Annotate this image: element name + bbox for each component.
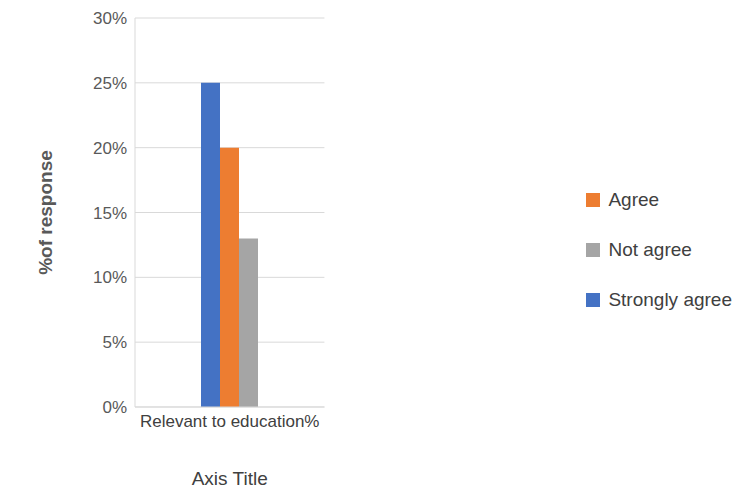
svg-text:15%: 15% — [93, 204, 127, 223]
svg-text:%of response: %of response — [35, 150, 56, 275]
svg-text:Axis Title: Axis Title — [192, 468, 268, 489]
svg-text:10%: 10% — [93, 268, 127, 287]
svg-text:0%: 0% — [102, 398, 127, 417]
svg-text:20%: 20% — [93, 139, 127, 158]
html-text:Strongly agree: Strongly agree — [608, 288, 732, 310]
svg-text:Relevant to education%: Relevant to education% — [140, 412, 320, 431]
svg-text:30%: 30% — [93, 9, 127, 28]
svg-text:25%: 25% — [93, 74, 127, 93]
html-text:Agree: Agree — [608, 188, 660, 210]
svg-text:5%: 5% — [102, 333, 127, 352]
html-text:Not agree: Not agree — [608, 238, 692, 260]
